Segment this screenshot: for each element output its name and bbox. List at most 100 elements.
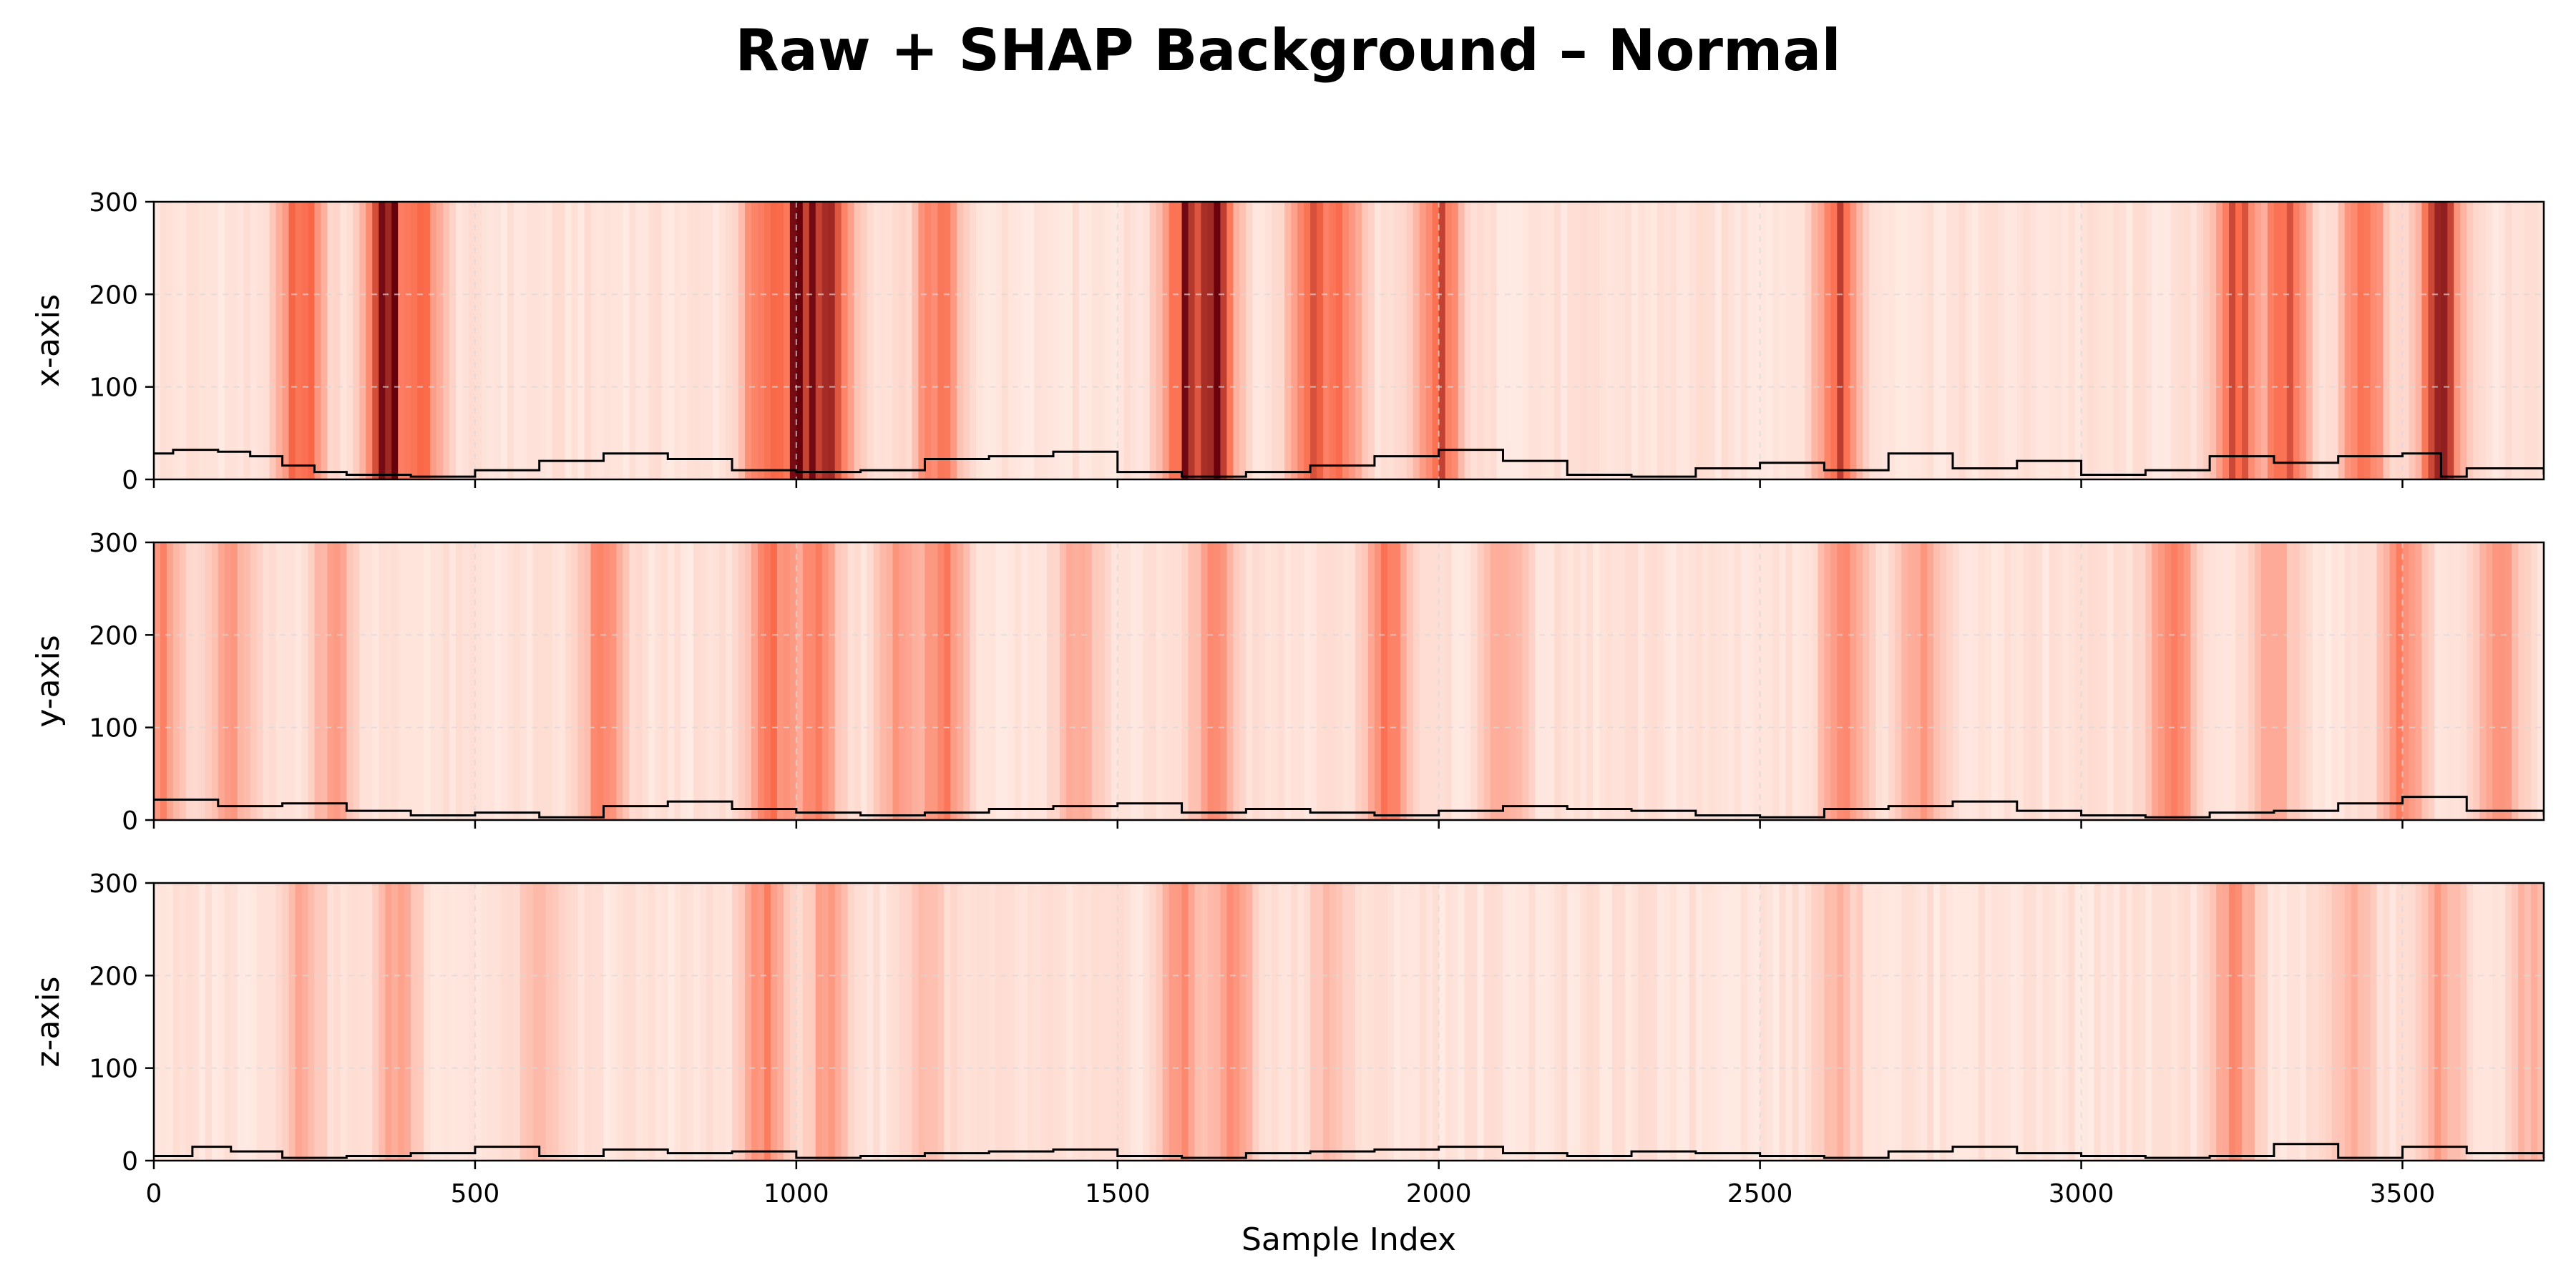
- heatmap-band: [179, 202, 187, 479]
- heatmap-band: [1818, 202, 1825, 479]
- heatmap-band: [2428, 883, 2436, 1161]
- heatmap-band: [1393, 883, 1401, 1161]
- heatmap-band: [2441, 202, 2449, 479]
- heatmap-band: [552, 202, 560, 479]
- heatmap-band: [1921, 883, 1928, 1161]
- heatmap-band: [2235, 202, 2243, 479]
- heatmap-band: [2087, 202, 2095, 479]
- heatmap-band: [2486, 202, 2493, 479]
- heatmap-band: [1669, 202, 1677, 479]
- heatmap-band: [1708, 202, 1716, 479]
- heatmap-band: [1875, 202, 1883, 479]
- heatmap-band: [1477, 542, 1485, 820]
- heatmap-band: [1850, 883, 1858, 1161]
- heatmap-band: [275, 883, 283, 1161]
- heatmap-band: [2049, 542, 2057, 820]
- heatmap-band: [1958, 202, 1966, 479]
- heatmap-band: [1181, 542, 1189, 820]
- heatmap-band: [1971, 542, 1979, 820]
- heatmap-band: [1413, 883, 1420, 1161]
- heatmap-band: [1727, 883, 1735, 1161]
- heatmap-band: [719, 542, 726, 820]
- heatmap-band: [1214, 202, 1221, 479]
- heatmap-band: [770, 202, 778, 479]
- heatmap-band: [1496, 883, 1504, 1161]
- heatmap-band: [321, 202, 328, 479]
- heatmap-band: [1612, 542, 1619, 820]
- heatmap-band: [1265, 883, 1273, 1161]
- heatmap-band: [462, 542, 469, 820]
- heatmap-band: [1702, 202, 1709, 479]
- heatmap-band: [2299, 202, 2307, 479]
- heatmap-band: [314, 542, 322, 820]
- heatmap-band: [1310, 542, 1317, 820]
- heatmap-band: [2152, 883, 2160, 1161]
- heatmap-band: [250, 542, 258, 820]
- heatmap-band: [1984, 542, 1992, 820]
- heatmap-band: [353, 202, 361, 479]
- heatmap-band: [2254, 202, 2262, 479]
- heatmap-band: [635, 202, 643, 479]
- heatmap-band: [1175, 202, 1183, 479]
- y-tick-label: 0: [122, 806, 138, 836]
- heatmap-band: [205, 542, 213, 820]
- heatmap-band: [224, 883, 232, 1161]
- heatmap-band: [783, 202, 791, 479]
- heatmap-band: [1104, 542, 1112, 820]
- heatmap-band: [623, 542, 630, 820]
- heatmap-band: [2242, 883, 2249, 1161]
- heatmap-band: [1483, 202, 1491, 479]
- heatmap-band: [1850, 542, 1858, 820]
- heatmap-band: [726, 883, 733, 1161]
- heatmap-band: [185, 202, 193, 479]
- heatmap-band: [1895, 542, 1902, 820]
- heatmap-band: [436, 883, 444, 1161]
- heatmap-band: [2062, 202, 2069, 479]
- heatmap-band: [1863, 542, 1870, 820]
- heatmap-band: [693, 202, 701, 479]
- subplot-x-axis: 0 100 200 300 x-axis: [30, 188, 2545, 495]
- heatmap-band: [700, 542, 707, 820]
- heatmap-band: [1059, 883, 1067, 1161]
- heatmap-band: [333, 542, 341, 820]
- heatmap-band: [963, 202, 971, 479]
- heatmap-band: [1753, 202, 1761, 479]
- heatmap-band: [2396, 542, 2404, 820]
- heatmap-band: [366, 542, 374, 820]
- heatmap-band: [623, 202, 630, 479]
- heatmap-band: [353, 542, 361, 820]
- heatmap-band: [398, 883, 405, 1161]
- heatmap-band: [359, 202, 367, 479]
- heatmap-band: [1734, 883, 1742, 1161]
- heatmap-band: [1593, 883, 1600, 1161]
- heatmap-band: [1978, 202, 1986, 479]
- heatmap-band: [1625, 883, 1632, 1161]
- heatmap-band: [1233, 202, 1241, 479]
- heatmap-band: [1676, 202, 1684, 479]
- heatmap-band: [1297, 202, 1304, 479]
- heatmap-band: [610, 542, 618, 820]
- heatmap-band: [443, 883, 450, 1161]
- heatmap-band: [995, 883, 1002, 1161]
- heatmap-band: [1406, 202, 1414, 479]
- heatmap-band: [474, 202, 482, 479]
- heatmap-band: [1638, 202, 1645, 479]
- heatmap-band: [1265, 202, 1273, 479]
- heatmap-band: [424, 883, 431, 1161]
- heatmap-band: [1682, 883, 1690, 1161]
- heatmap-band: [487, 542, 495, 820]
- heatmap-band: [648, 883, 656, 1161]
- heatmap-band: [1503, 202, 1511, 479]
- heatmap-band: [494, 542, 502, 820]
- heatmap-band: [944, 542, 952, 820]
- heatmap-band: [2248, 542, 2255, 820]
- heatmap-band: [1002, 542, 1009, 820]
- heatmap-band: [2190, 542, 2197, 820]
- heatmap-band: [1811, 202, 1819, 479]
- y-tick-label: 200: [89, 962, 138, 991]
- heatmap-band: [828, 883, 836, 1161]
- x-tick-label: 2000: [1406, 1179, 1472, 1209]
- heatmap-band: [1361, 883, 1369, 1161]
- heatmap-band: [1419, 883, 1427, 1161]
- heatmap-band: [2081, 883, 2089, 1161]
